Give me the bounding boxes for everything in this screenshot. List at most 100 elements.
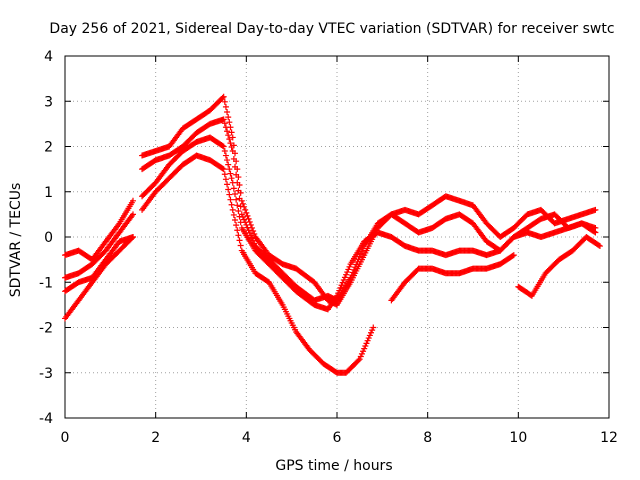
data-point [596,243,603,250]
data-point [221,171,228,178]
data-point [356,356,363,363]
data-point [234,227,241,234]
data-point [228,129,235,136]
data-point [232,163,238,170]
data-point [227,140,234,147]
x-tick-label: 12 [600,430,618,446]
data-point [365,335,372,342]
data-point [348,272,355,279]
x-tick-label: 2 [151,430,160,446]
data-point [232,217,238,224]
data-point [353,261,360,268]
data-point [236,213,243,220]
data-point [241,216,248,223]
data-point [595,242,602,249]
data-point [243,209,250,216]
data-point [225,132,232,139]
data-point [226,166,233,173]
data-point [243,221,250,228]
y-axis-label: SDTVAR / TECUs [8,183,24,298]
data-point [219,94,226,101]
x-tick-label: 0 [61,430,70,446]
data-point [362,342,369,349]
data-point [336,287,343,294]
data-points [62,93,603,376]
data-point [228,201,235,208]
data-point [343,271,350,278]
data-point [251,230,258,237]
axis-ticks [64,55,610,419]
data-point [361,345,368,352]
data-point [219,142,226,149]
y-tick-label: 2 [44,140,53,156]
data-point [344,269,351,276]
data-point [345,266,352,273]
data-point [230,185,237,192]
data-point [229,134,236,141]
data-point [232,191,238,198]
data-point [221,98,228,105]
data-point [220,166,227,173]
data-point [237,219,244,226]
data-point [222,124,229,131]
x-tick-label: 4 [242,430,251,446]
data-point [230,155,237,162]
data-point [245,215,252,222]
y-tick-label: 4 [44,49,53,65]
data-point [224,128,231,135]
data-point [246,229,253,236]
data-point [242,206,249,213]
y-tick-label: -2 [39,321,53,337]
series-trace-4 [62,152,603,376]
x-axis-label: GPS time / hours [275,458,392,474]
data-point [341,274,348,281]
data-point [130,234,136,240]
data-point [357,250,364,257]
data-point [244,224,251,231]
data-point [340,276,347,283]
data-point [226,136,233,143]
data-point [225,114,232,121]
data-point [130,197,136,204]
data-point [368,329,374,336]
data-point [222,152,229,159]
data-point [233,171,240,178]
data-point [230,211,237,218]
data-point [237,242,244,249]
data-point [220,93,227,100]
data-point [229,148,236,155]
x-tick-label: 6 [333,430,342,446]
y-tick-label: 1 [44,185,53,201]
y-tick-label: -1 [39,275,53,291]
data-point [224,108,231,115]
data-point [335,290,342,297]
data-point [349,269,356,276]
data-point [510,252,517,259]
data-point [351,266,357,273]
data-point [364,337,371,344]
data-point [249,235,255,242]
data-point [357,353,364,360]
data-point [225,186,232,193]
data-point [592,206,599,213]
data-point [229,179,236,186]
y-tick-label: -4 [39,411,53,427]
y-tick-labels: 4 3 2 1 0 -1 -2 -3 -4 [39,49,53,427]
data-point [245,227,252,234]
data-point [227,196,234,203]
data-point [234,202,241,209]
data-point [224,157,231,164]
data-point [354,258,361,265]
data-point [358,350,365,357]
data-point [226,119,233,126]
data-point [355,256,362,263]
y-tick-label: -3 [39,366,53,382]
grid [65,56,609,418]
x-tick-labels: 0 2 4 6 8 10 12 [61,430,618,446]
data-point [360,348,367,355]
series-trace-1 [62,93,599,308]
data-point [244,212,251,219]
data-point [338,282,345,289]
data-point [339,279,346,286]
